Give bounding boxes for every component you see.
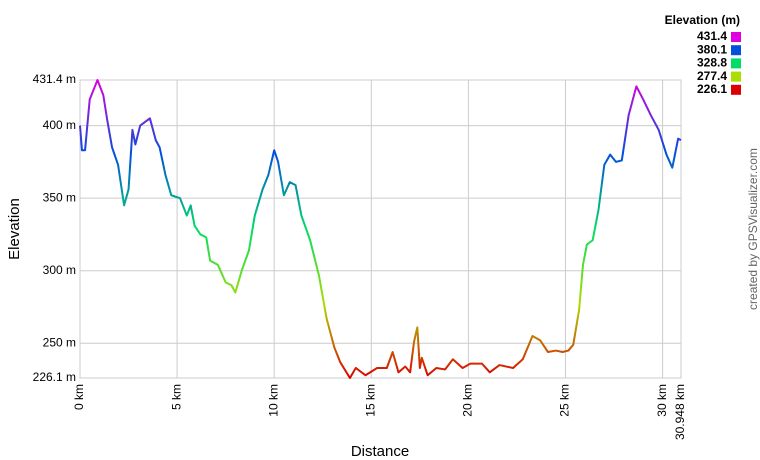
y-tick-label: 250 m bbox=[43, 335, 76, 349]
legend-label: 431.4 bbox=[697, 29, 727, 43]
y-tick-label: 350 m bbox=[43, 190, 76, 204]
legend-swatch bbox=[731, 84, 741, 95]
x-tick-label: 20 km bbox=[461, 384, 475, 417]
x-tick-label: 30.948 km bbox=[673, 384, 687, 440]
legend-label: 380.1 bbox=[697, 42, 727, 56]
legend-swatch bbox=[731, 58, 741, 69]
legend-label: 226.1 bbox=[697, 82, 727, 96]
legend-swatch bbox=[731, 32, 741, 42]
x-tick-label: 0 km bbox=[72, 384, 86, 410]
elevation-line bbox=[79, 79, 682, 379]
legend-title: Elevation (m) bbox=[665, 13, 740, 27]
x-tick-label: 30 km bbox=[655, 384, 669, 417]
y-axis-title: Elevation bbox=[6, 198, 23, 260]
y-tick-label: 226.1 m bbox=[33, 370, 76, 384]
legend-swatch bbox=[731, 71, 741, 82]
legend-label: 277.4 bbox=[697, 69, 727, 83]
plot-border bbox=[79, 79, 682, 379]
y-tick-label: 300 m bbox=[43, 263, 76, 277]
legend-swatch bbox=[731, 45, 741, 56]
x-axis-title: Distance bbox=[351, 443, 409, 460]
y-tick-label: 431.4 m bbox=[33, 72, 76, 86]
legend-label: 328.8 bbox=[697, 56, 727, 70]
x-tick-label: 10 km bbox=[266, 384, 280, 417]
x-tick-label: 15 km bbox=[363, 384, 377, 417]
y-tick-label: 400 m bbox=[43, 118, 76, 132]
x-tick-label: 25 km bbox=[558, 384, 572, 417]
credit: created by GPSVisualizer.com bbox=[746, 148, 760, 310]
x-tick-label: 5 km bbox=[169, 384, 183, 410]
